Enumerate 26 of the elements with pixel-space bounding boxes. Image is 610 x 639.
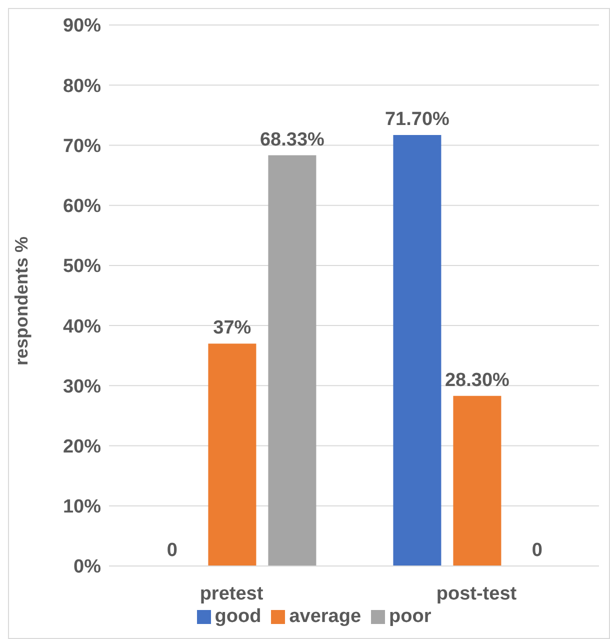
data-label: 0 [532, 540, 542, 561]
legend-label: good [214, 606, 262, 627]
bar [393, 135, 442, 566]
x-tick-label: pretest [200, 583, 264, 604]
bar [268, 155, 316, 566]
data-label: 28.30% [444, 370, 510, 391]
bar [208, 344, 256, 566]
y-tick-label: 20% [62, 436, 102, 458]
y-tick-label: 60% [62, 196, 102, 218]
y-axis-title: respondents % [11, 236, 32, 366]
y-tick-label: 70% [62, 136, 102, 157]
y-tick-label: 80% [62, 76, 102, 97]
data-label: 37% [213, 318, 252, 339]
legend-label: poor [389, 606, 432, 627]
data-label: 71.70% [384, 109, 450, 130]
data-label: 68.33% [260, 129, 325, 150]
y-tick-label: 30% [62, 376, 102, 398]
data-label: 0 [166, 540, 178, 561]
y-tick-label: 0% [74, 556, 102, 578]
y-tick-label: 50% [62, 256, 102, 278]
y-tick-label: 10% [62, 496, 102, 518]
bar [453, 396, 502, 566]
y-tick-label: 40% [62, 316, 102, 338]
legend-label: average [289, 606, 362, 627]
x-tick-label: post-test [436, 583, 518, 604]
y-tick-label: 90% [62, 16, 102, 37]
